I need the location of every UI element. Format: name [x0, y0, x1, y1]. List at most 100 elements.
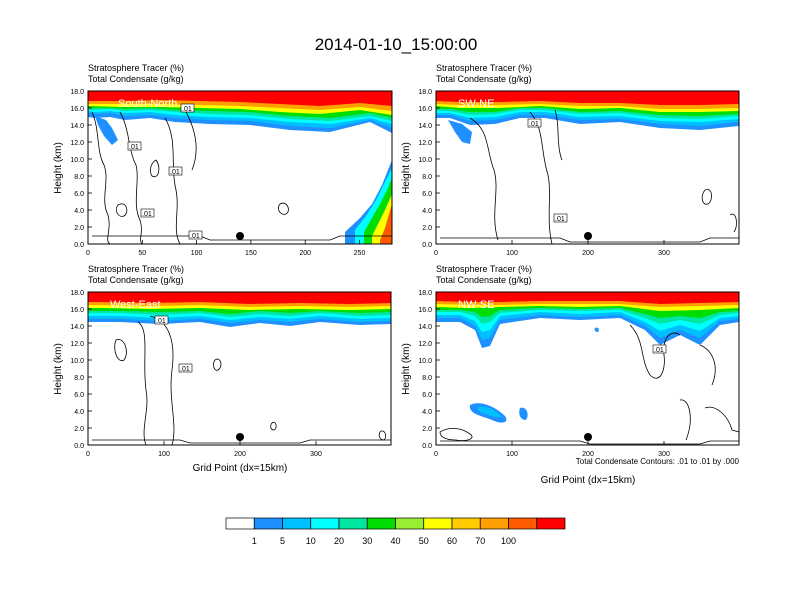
panel-title-condensate: Total Condensate (g/kg): [88, 275, 184, 285]
contour-label: .01: [156, 318, 166, 325]
colorbar-swatch: [479, 517, 509, 530]
y-axis: 0.0 2.0 4.0 6.0 8.0 10.0 12.0 14.0 16.0 18.0: [70, 290, 92, 450]
location-marker: [584, 433, 592, 441]
contour-labels: .01: [652, 344, 667, 354]
y-axis: 0.0 2.0 4.0 6.0 8.0 10.0 12.0 14.0 16.0 18.0: [418, 290, 440, 450]
x-axis: 0 100 200 300: [434, 441, 670, 458]
x-tick-label: 200: [582, 250, 594, 257]
panel-nw-se: Stratosphere Tracer (%) Total Condensate…: [401, 264, 740, 486]
condensate-contour: [440, 237, 739, 243]
colorbar-label: 5: [280, 536, 285, 546]
y-tick-label: 0.0: [422, 443, 432, 450]
colorbar-swatch: [225, 517, 255, 530]
contour-label-box: [188, 230, 203, 240]
colorbar-label: 70: [475, 536, 485, 546]
colorbar-swatch: [423, 517, 453, 530]
contour-labels: .01 .01: [154, 315, 193, 373]
y-axis-label: Height (km): [401, 142, 412, 194]
y-tick-label: 16.0: [418, 106, 432, 113]
condensate-contour: [92, 439, 391, 444]
colorbar-label: 100: [501, 536, 516, 546]
condensate-contour: [213, 358, 222, 371]
panel-title-condensate: Total Condensate (g/kg): [436, 74, 532, 84]
y-tick-label: 8.0: [74, 174, 84, 181]
y-tick-label: 16.0: [70, 307, 84, 314]
plot-frame: [435, 291, 740, 446]
condensate-contour: [116, 203, 128, 217]
x-tick-label: 100: [158, 451, 170, 458]
tracer-pocket: [478, 406, 502, 418]
x-axis: 0 50 100 150 200 250: [86, 240, 365, 257]
condensate-contour: [439, 428, 473, 441]
condensate-contour: [729, 213, 737, 233]
y-tick-label: 0.0: [422, 242, 432, 249]
tracer-pocket: [594, 327, 599, 332]
cross-section-label: SW-NE: [458, 98, 494, 110]
x-axis-label: Grid Point (dx=15km): [541, 475, 636, 486]
colorbar-swatch: [395, 517, 425, 530]
condensate-contour: [554, 109, 563, 161]
contour-label-box: [178, 363, 193, 373]
contour-note: Total Condensate Contours: .01 to .01 by…: [576, 457, 740, 466]
contour-label-box: [127, 141, 142, 151]
y-tick-label: 8.0: [422, 174, 432, 181]
x-tick-label: 0: [86, 451, 90, 458]
contour-label: .01: [529, 121, 539, 128]
tracer-band-100: [88, 91, 392, 106]
y-tick-label: 8.0: [74, 375, 84, 382]
colorbar-label: 30: [362, 536, 372, 546]
tracer-pocket: [519, 407, 528, 420]
contour-label: .01: [170, 169, 180, 176]
condensate-contour: [91, 111, 111, 245]
colorbar-swatch: [338, 517, 368, 530]
y-tick-label: 18.0: [418, 89, 432, 96]
x-tick-label: 300: [658, 250, 670, 257]
cross-section-label: South-North: [118, 98, 177, 110]
plot-frame: [87, 291, 392, 446]
y-tick-label: 4.0: [74, 208, 84, 215]
plot-frame: [435, 90, 740, 245]
x-tick-label: 200: [234, 451, 246, 458]
contour-label: .01: [180, 366, 190, 373]
colorbar-label: 10: [306, 536, 316, 546]
y-tick-label: 2.0: [74, 225, 84, 232]
contour-label-box: [180, 103, 195, 113]
panel-sw-ne: Stratosphere Tracer (%) Total Condensate…: [401, 63, 740, 257]
x-tick-label: 250: [354, 250, 366, 257]
cross-section-label: West-East: [110, 299, 161, 311]
colorbar-label: 50: [419, 536, 429, 546]
condensate-contour: [92, 235, 392, 241]
y-tick-label: 14.0: [70, 123, 84, 130]
y-tick-label: 2.0: [422, 426, 432, 433]
y-tick-label: 8.0: [422, 375, 432, 382]
x-tick-label: 0: [434, 451, 438, 458]
condensate-contour: [114, 338, 127, 362]
condensate-contour: [184, 109, 197, 171]
tracer-pocket: [95, 116, 118, 145]
y-tick-label: 2.0: [422, 225, 432, 232]
contour-label-box: [553, 213, 568, 223]
figure-title: 2014-01-10_15:00:00: [315, 35, 478, 54]
condensate-contour: [119, 111, 143, 245]
y-tick-label: 18.0: [70, 290, 84, 297]
condensate-contour: [629, 324, 681, 379]
colorbar-swatch: [253, 517, 283, 530]
condensate-contour: [529, 111, 553, 245]
contour-label: .01: [555, 216, 565, 223]
colorbar-label: 60: [447, 536, 457, 546]
condensate-contour: [378, 430, 387, 441]
condensate-contour: [704, 406, 740, 433]
condensate-contour: [278, 202, 289, 215]
colorbar-label: 20: [334, 536, 344, 546]
colorbar-swatch: [508, 517, 538, 530]
y-tick-label: 14.0: [418, 324, 432, 331]
y-tick-label: 12.0: [70, 341, 84, 348]
location-marker: [236, 232, 244, 240]
y-axis-label: Height (km): [53, 343, 64, 395]
y-tick-label: 4.0: [422, 409, 432, 416]
y-tick-label: 6.0: [422, 191, 432, 198]
colorbar-swatch: [366, 517, 396, 530]
contour-labels: .01 .01: [527, 118, 568, 223]
condensate-contour: [270, 421, 277, 431]
panel-south-north: Stratosphere Tracer (%) Total Condensate…: [53, 63, 393, 257]
